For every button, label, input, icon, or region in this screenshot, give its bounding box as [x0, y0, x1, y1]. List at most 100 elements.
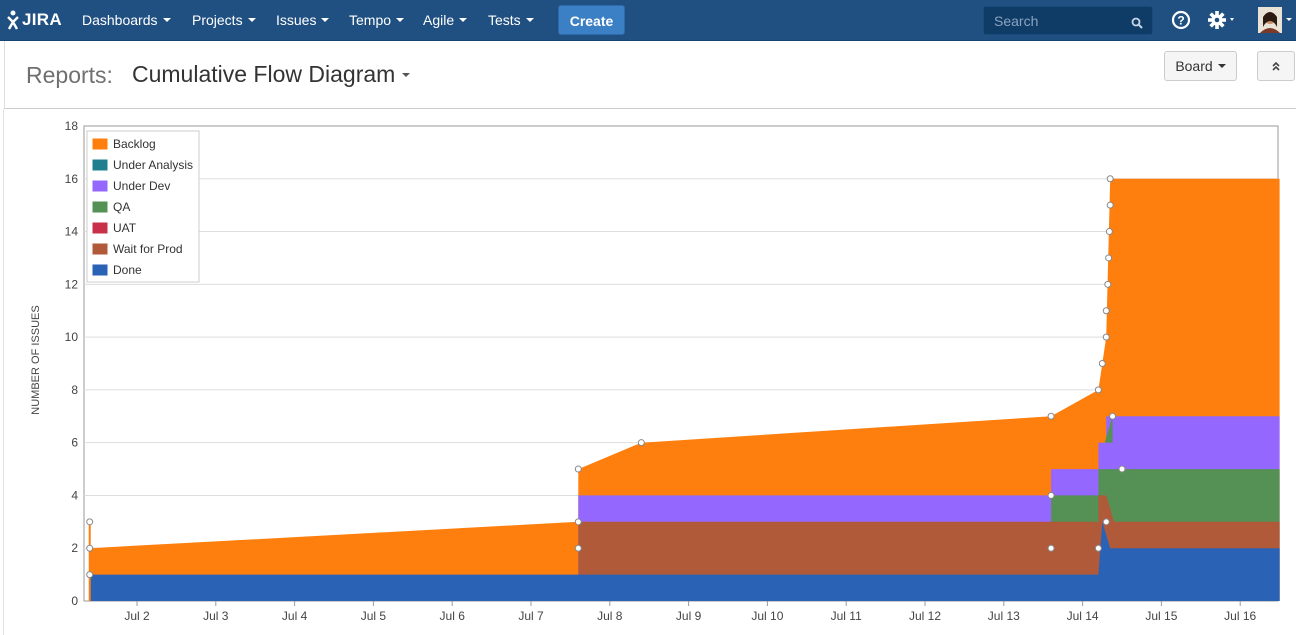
search-input[interactable]: Search [983, 6, 1153, 35]
legend-swatch [91, 242, 109, 256]
data-point-marker[interactable] [1102, 333, 1110, 341]
jira-logo-icon [7, 10, 19, 30]
y-tick-label: 8 [71, 383, 78, 397]
legend-item-qa[interactable]: QA [91, 200, 130, 214]
svg-text:?: ? [1177, 14, 1184, 28]
chevron-down-icon [247, 18, 256, 23]
nav-menu-label: Tempo [349, 12, 392, 28]
data-point-marker[interactable] [86, 544, 94, 552]
x-tick-label: Jul 5 [361, 609, 387, 623]
chart-markers [86, 175, 1126, 579]
legend-swatch [91, 179, 109, 193]
chevron-down-icon [402, 72, 411, 77]
data-point-marker[interactable] [1105, 254, 1113, 262]
data-point-marker[interactable] [1047, 544, 1055, 552]
x-tick-label: Jul 16 [1224, 609, 1256, 623]
report-title: Cumulative Flow Diagram [132, 61, 396, 87]
data-point-marker[interactable] [574, 465, 582, 473]
data-point-marker[interactable] [574, 544, 582, 552]
data-point-marker[interactable] [86, 571, 94, 579]
data-point-marker[interactable] [574, 518, 582, 526]
chevron-down-icon [525, 18, 534, 23]
x-tick-label: Jul 2 [124, 609, 150, 623]
top-navigation-bar: JIRA Dashboards Projects Issues Tempo Agile T… [0, 0, 1296, 41]
nav-menu-projects[interactable]: Projects [192, 0, 256, 41]
y-tick-label: 14 [65, 225, 79, 239]
y-tick-label: 18 [65, 119, 79, 133]
data-point-marker[interactable] [1098, 360, 1106, 367]
data-point-marker[interactable] [1102, 307, 1110, 315]
chevron-down-icon [459, 18, 468, 23]
y-tick-label: 6 [71, 436, 78, 450]
nav-menu-label: Issues [276, 12, 317, 28]
data-point-marker[interactable] [1109, 412, 1117, 420]
y-tick-label: 0 [71, 594, 78, 608]
x-tick-label: Jul 8 [597, 609, 623, 623]
help-icon[interactable]: ? [1171, 10, 1191, 30]
data-point-marker[interactable] [86, 518, 94, 526]
data-point-marker[interactable] [1104, 280, 1112, 288]
legend-label: Done [113, 263, 142, 277]
chart-axes: 0 2 4 6 8 10 12 14 16 18 Jul 2 Jul 3 Jul 4 Jul 5 Jul 6… [65, 119, 1257, 623]
x-tick-label: Jul 3 [203, 609, 229, 623]
legend-item-wait-for-prod[interactable]: Wait for Prod [91, 242, 183, 256]
reports-label: Reports: [26, 62, 113, 88]
data-point-marker[interactable] [1047, 412, 1055, 420]
search-icon [1131, 17, 1143, 29]
collapse-button[interactable] [1257, 51, 1295, 81]
nav-menu-issues[interactable]: Issues [276, 0, 330, 41]
y-tick-label: 12 [65, 277, 79, 291]
legend-label: Backlog [113, 137, 156, 151]
report-header: Reports: Cumulative Flow Diagram [4, 41, 1296, 109]
y-tick-label: 2 [71, 541, 78, 555]
y-tick-label: 16 [65, 172, 79, 186]
data-point-marker[interactable] [637, 439, 645, 447]
legend-item-uat[interactable]: UAT [91, 221, 137, 235]
search-placeholder: Search [994, 13, 1039, 29]
chevron-down-icon [321, 18, 330, 23]
x-tick-label: Jul 13 [988, 609, 1020, 623]
double-chevron-up-icon [1272, 61, 1280, 71]
y-axis-label: NUMBER OF ISSUES [30, 305, 42, 414]
nav-menu-dashboards[interactable]: Dashboards [82, 0, 171, 41]
nav-menu-label: Dashboards [82, 12, 158, 28]
legend-item-backlog[interactable]: Backlog [91, 137, 156, 151]
area-qa-sliver [1104, 416, 1113, 443]
create-button[interactable]: Create [558, 5, 625, 35]
legend-swatch [91, 221, 109, 235]
data-point-marker[interactable] [1094, 544, 1102, 552]
gear-icon[interactable] [1208, 10, 1238, 30]
y-tick-label: 4 [71, 488, 78, 502]
legend-item-under-analysis[interactable]: Under Analysis [91, 158, 193, 172]
data-point-marker[interactable] [1105, 228, 1113, 236]
data-point-marker[interactable] [1047, 491, 1055, 499]
nav-menu-label: Tests [488, 12, 521, 28]
nav-menu-tests[interactable]: Tests [488, 0, 534, 41]
board-button-label: Board [1175, 58, 1213, 74]
data-point-marker[interactable] [1102, 518, 1110, 526]
area-done[interactable] [89, 521, 1280, 601]
data-point-marker[interactable] [1106, 201, 1114, 209]
legend-label: Wait for Prod [113, 242, 183, 256]
legend-label: QA [113, 200, 130, 214]
data-point-marker[interactable] [1106, 175, 1114, 183]
x-tick-label: Jul 7 [518, 609, 544, 623]
report-selector[interactable]: Cumulative Flow Diagram [132, 61, 411, 88]
jira-logo-text: JIRA [22, 10, 62, 29]
x-tick-label: Jul 11 [831, 609, 862, 623]
legend-item-done[interactable]: Done [91, 263, 142, 277]
legend-item-under-dev[interactable]: Under Dev [91, 179, 170, 193]
data-point-marker[interactable] [1094, 386, 1102, 394]
x-tick-label: Jul 14 [1067, 609, 1099, 623]
data-point-marker[interactable] [1118, 465, 1126, 473]
avatar[interactable] [1258, 7, 1296, 33]
board-button[interactable]: Board [1164, 51, 1237, 81]
x-tick-label: Jul 9 [676, 609, 702, 623]
legend-swatch [91, 158, 109, 172]
nav-menu-agile[interactable]: Agile [423, 0, 468, 41]
chevron-down-icon [396, 18, 405, 23]
nav-menu-tempo[interactable]: Tempo [349, 0, 405, 41]
chevron-down-icon [162, 18, 171, 23]
jira-logo[interactable]: JIRA [6, 9, 62, 31]
legend-label: Under Dev [113, 179, 170, 193]
